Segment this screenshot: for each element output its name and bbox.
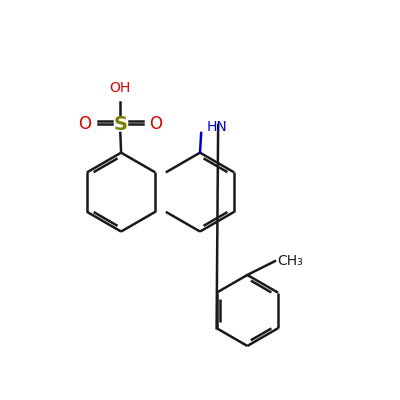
Text: HN: HN: [207, 120, 228, 134]
Text: CH₃: CH₃: [277, 254, 303, 268]
Text: S: S: [113, 115, 127, 134]
Text: OH: OH: [110, 81, 131, 95]
Text: O: O: [150, 115, 162, 133]
Text: O: O: [78, 115, 91, 133]
